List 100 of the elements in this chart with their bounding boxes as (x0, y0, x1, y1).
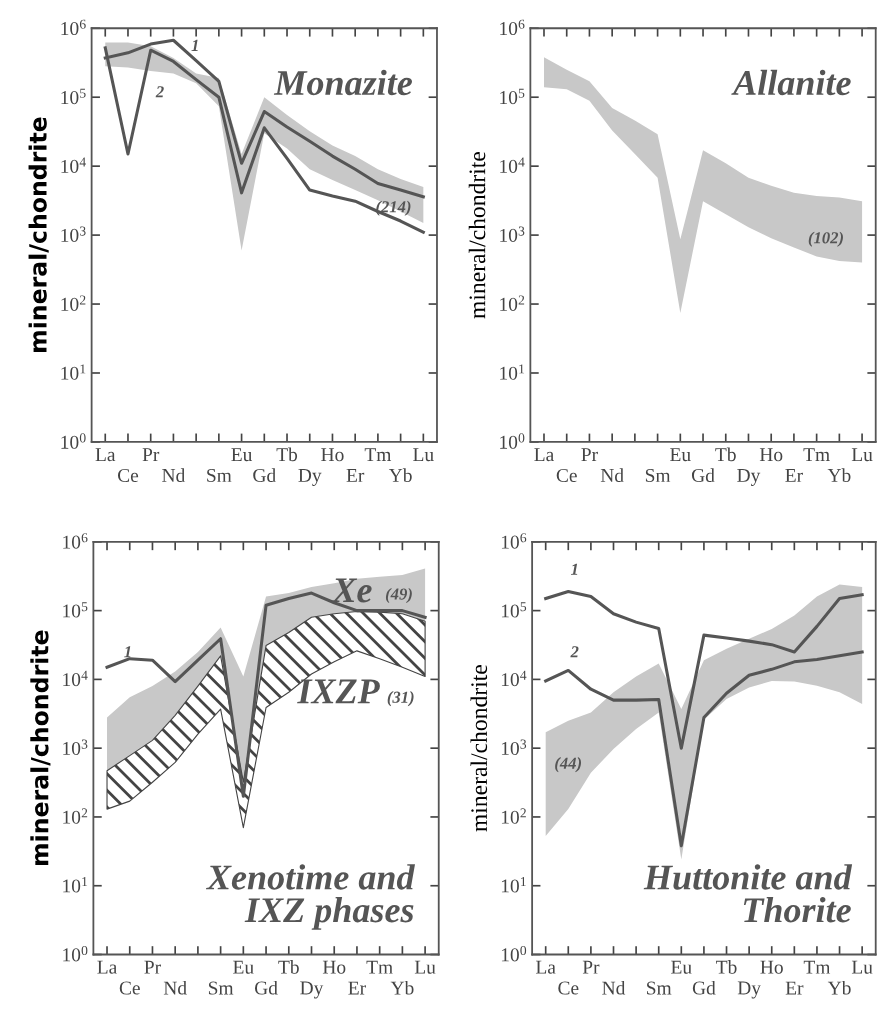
annotation: 2 (570, 646, 579, 658)
annotation: (44) (555, 757, 582, 773)
x-tick-label: Gd (691, 468, 715, 483)
text: Huttonite and Thorite (643, 864, 853, 923)
x-tick-label: Sm (208, 981, 234, 995)
annotation: (214) (376, 200, 411, 216)
y-tick-label: 10$^{2}$ (61, 295, 86, 311)
y-tick-label: 10$^{5}$ (61, 88, 86, 105)
x-tick-label: Lu (414, 960, 436, 974)
x-tick-label: Gd (692, 980, 716, 995)
x-tick-label: Ce (558, 981, 579, 995)
text: Xenotime and IXZ phases (205, 864, 415, 930)
x-tick-label: Pr (581, 448, 598, 461)
x-tick-label: Ce (556, 468, 577, 483)
x-tick-label: Ho (321, 448, 344, 462)
y-tick-label: 10$^{6}$ (61, 19, 86, 36)
annotation: 2 (155, 86, 164, 98)
y-tick-label: 10$^{0}$ (501, 945, 527, 962)
x-tick-label: Gd (254, 980, 278, 995)
annotation: 1 (570, 563, 578, 575)
x-tick-label: Yb (827, 468, 851, 483)
y-tick-label: 10$^{3}$ (501, 739, 527, 756)
y-tick-label: 10$^{0}$ (61, 433, 86, 449)
y-tick-label: 10$^{5}$ (501, 602, 527, 618)
y-tick-label: 10$^{3}$ (61, 226, 86, 242)
annotation: 1 (124, 646, 131, 658)
x-tick-label: Yb (390, 980, 414, 995)
annotation: IXZP (297, 679, 380, 704)
annotation: (31) (387, 691, 414, 707)
y-tick-label: 10$^{1}$ (501, 877, 526, 893)
x-tick-label: Tm (366, 960, 393, 974)
x-tick-label: Tb (715, 447, 736, 462)
x-tick-label: Dy (737, 981, 761, 999)
x-tick-label: Eu (670, 448, 691, 462)
y-axis-title: mineral/chondrite (30, 630, 51, 866)
annotation: (49) (385, 587, 412, 604)
y-tick-label: 10$^{1}$ (61, 364, 86, 380)
y-tick-label: 10$^{3}$ (500, 226, 525, 242)
x-tick-label: Tb (278, 960, 299, 974)
y-tick-label: 10$^{1}$ (63, 877, 88, 893)
x-tick-label: Tb (276, 447, 298, 462)
x-tick-label: Yb (388, 468, 412, 483)
y-tick-label: 10$^{2}$ (500, 295, 525, 311)
y-tick-label: 10$^{5}$ (500, 88, 525, 105)
x-tick-label: Yb (827, 980, 851, 995)
y-tick-label: 10$^{0}$ (500, 433, 525, 449)
y-axis-title: mineral/chondrite (470, 665, 488, 832)
x-tick-label: Ce (119, 981, 140, 995)
x-tick-label: Ho (760, 960, 783, 974)
x-tick-label: Eu (233, 960, 254, 974)
x-tick-label: La (97, 960, 118, 974)
line-series (544, 589, 864, 750)
x-tick-label: Sm (645, 468, 671, 483)
x-tick-label: Pr (144, 960, 161, 974)
y-tick-label: 10$^{6}$ (63, 533, 88, 549)
y-tick-label: 10$^{3}$ (63, 739, 88, 756)
x-tick-label: Er (348, 981, 366, 995)
annotation: 1 (191, 39, 198, 51)
y-tick-label: 10$^{4}$ (501, 670, 527, 687)
x-tick-label: Dy (298, 469, 322, 486)
x-tick-label: Ho (322, 960, 346, 974)
x-tick-label: Eu (671, 960, 692, 974)
y-tick-label: 10$^{6}$ (501, 533, 527, 549)
x-tick-label: Tm (803, 448, 830, 461)
x-tick-label: Pr (142, 448, 160, 461)
x-tick-label: Sm (207, 468, 232, 483)
x-tick-label: Lu (413, 448, 434, 462)
x-tick-label: Pr (582, 960, 600, 974)
x-tick-label: Er (785, 469, 803, 482)
x-tick-label: La (535, 960, 556, 974)
y-axis-title: mineral/chondrite (468, 152, 486, 319)
x-tick-label: Nd (602, 980, 626, 995)
x-tick-label: Tm (364, 448, 392, 461)
y-tick-label: 10$^{2}$ (501, 808, 526, 824)
annotation: (102) (808, 231, 843, 247)
x-tick-label: Gd (253, 468, 276, 483)
y-tick-label: 10$^{6}$ (500, 19, 525, 36)
x-tick-label: Er (346, 469, 365, 482)
y-tick-label: 10$^{5}$ (63, 602, 88, 618)
text: Monazite (273, 69, 413, 96)
x-tick-label: La (95, 448, 116, 462)
text: Allanite (731, 69, 851, 96)
x-tick-label: Nd (162, 468, 186, 483)
x-tick-label: Eu (231, 448, 253, 462)
x-tick-label: Sm (647, 981, 672, 995)
x-tick-label: Lu (851, 960, 873, 974)
y-axis-title: mineral/chondrite (28, 117, 49, 352)
x-tick-label: Ho (759, 448, 783, 462)
x-tick-label: Er (785, 981, 804, 995)
x-tick-label: Tm (803, 960, 831, 974)
y-tick-label: 10$^{4}$ (500, 157, 525, 173)
y-tick-label: 10$^{4}$ (63, 670, 88, 687)
x-tick-label: Dy (300, 981, 324, 999)
x-tick-label: Nd (600, 468, 624, 483)
x-tick-label: Dy (737, 469, 761, 486)
y-tick-label: 10$^{4}$ (61, 157, 86, 173)
x-tick-label: Nd (163, 980, 187, 995)
y-tick-label: 10$^{2}$ (63, 808, 88, 824)
x-tick-label: Lu (851, 448, 873, 462)
x-tick-label: La (534, 448, 554, 462)
